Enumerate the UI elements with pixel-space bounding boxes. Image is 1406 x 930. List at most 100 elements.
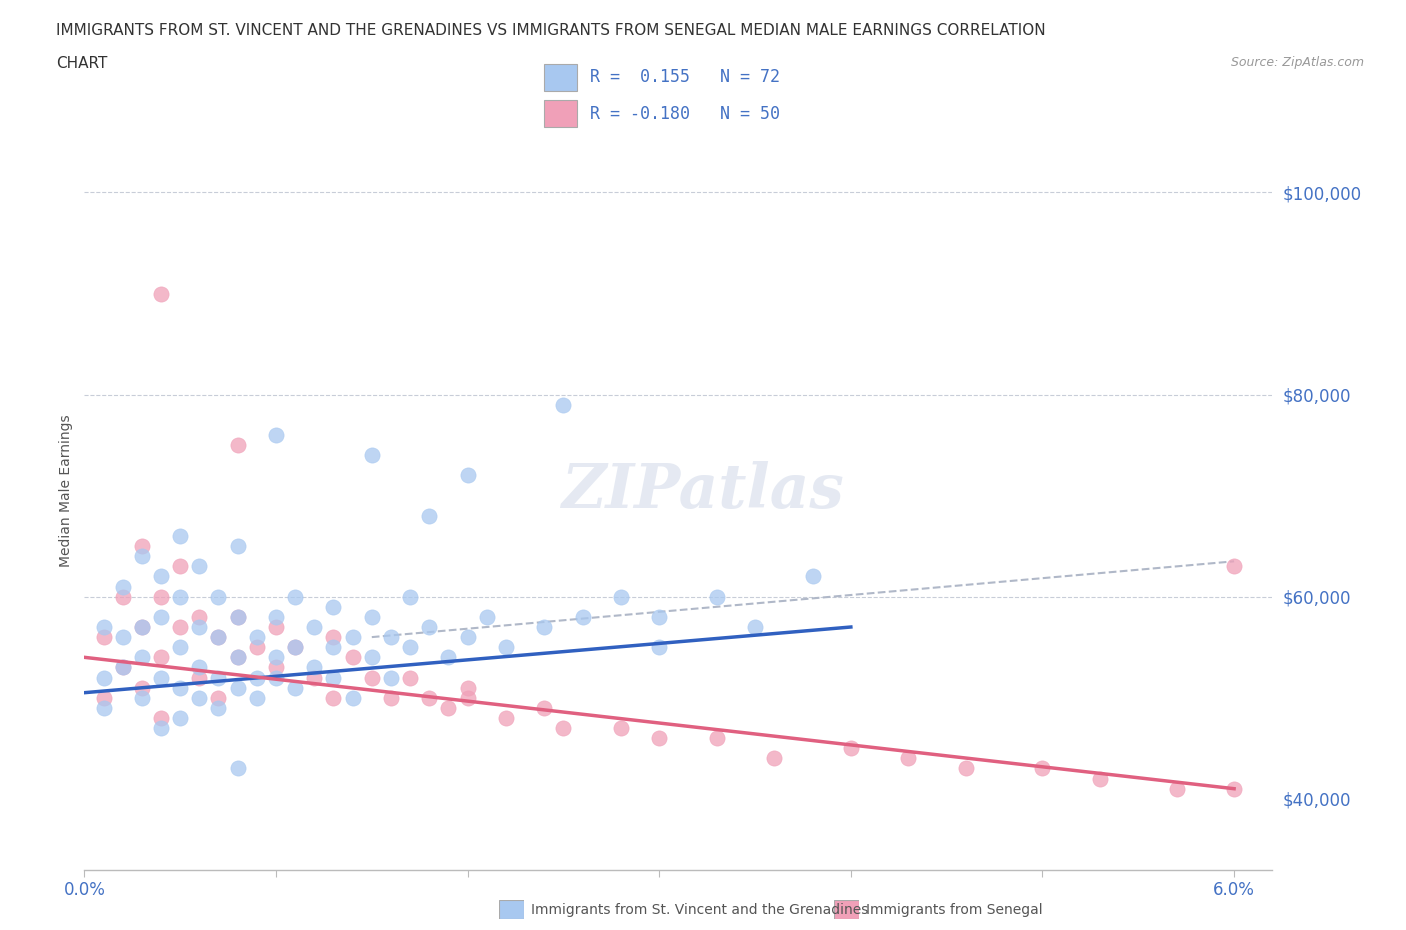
Point — [226, 761, 249, 776]
Point — [111, 660, 134, 675]
Point — [207, 630, 229, 644]
Point — [801, 569, 824, 584]
Point — [399, 671, 422, 685]
Point — [93, 700, 115, 715]
Point — [418, 509, 440, 524]
Point — [763, 751, 786, 765]
Point — [304, 619, 326, 634]
Point — [284, 640, 307, 655]
Point — [304, 671, 326, 685]
Point — [169, 528, 191, 543]
Point — [150, 711, 173, 725]
Point — [360, 609, 382, 624]
Point — [169, 590, 191, 604]
Point — [839, 741, 862, 756]
Point — [1166, 781, 1188, 796]
Point — [304, 660, 326, 675]
Point — [169, 711, 191, 725]
Point — [744, 619, 766, 634]
Point — [495, 711, 517, 725]
Point — [188, 609, 211, 624]
Point — [131, 549, 153, 564]
Point — [169, 619, 191, 634]
Point — [495, 640, 517, 655]
Text: R =  0.155   N = 72: R = 0.155 N = 72 — [591, 68, 780, 86]
Point — [207, 630, 229, 644]
Point — [457, 680, 479, 695]
Point — [1031, 761, 1053, 776]
Y-axis label: Median Male Earnings: Median Male Earnings — [59, 414, 73, 567]
Point — [226, 650, 249, 665]
Point — [207, 700, 229, 715]
Point — [437, 700, 460, 715]
Point — [131, 538, 153, 553]
Point — [111, 660, 134, 675]
Point — [150, 286, 173, 301]
Point — [111, 590, 134, 604]
Point — [418, 619, 440, 634]
Point — [897, 751, 920, 765]
Point — [264, 619, 287, 634]
Point — [553, 721, 575, 736]
Bar — [544, 64, 578, 90]
Point — [322, 599, 344, 614]
Point — [226, 650, 249, 665]
Point — [150, 569, 173, 584]
Point — [169, 640, 191, 655]
Point — [226, 609, 249, 624]
Point — [111, 579, 134, 594]
Point — [226, 538, 249, 553]
Point — [380, 671, 402, 685]
Point — [360, 447, 382, 462]
Point — [322, 640, 344, 655]
Point — [131, 619, 153, 634]
Point — [955, 761, 977, 776]
Point — [246, 690, 269, 705]
Point — [264, 650, 287, 665]
Point — [150, 721, 173, 736]
Point — [322, 671, 344, 685]
Point — [648, 640, 671, 655]
Point — [264, 609, 287, 624]
Point — [706, 590, 728, 604]
Point — [399, 640, 422, 655]
Point — [207, 690, 229, 705]
Point — [246, 671, 269, 685]
Point — [437, 650, 460, 665]
Point — [475, 609, 498, 624]
Point — [284, 640, 307, 655]
Point — [169, 559, 191, 574]
Point — [342, 630, 364, 644]
Point — [342, 690, 364, 705]
Point — [648, 609, 671, 624]
Text: IMMIGRANTS FROM ST. VINCENT AND THE GRENADINES VS IMMIGRANTS FROM SENEGAL MEDIAN: IMMIGRANTS FROM ST. VINCENT AND THE GREN… — [56, 23, 1046, 38]
Point — [284, 590, 307, 604]
Point — [111, 630, 134, 644]
Point — [322, 690, 344, 705]
Point — [399, 590, 422, 604]
Point — [457, 630, 479, 644]
Point — [264, 428, 287, 443]
Point — [1088, 771, 1111, 786]
Point — [226, 609, 249, 624]
Point — [207, 671, 229, 685]
Point — [342, 650, 364, 665]
Text: R = -0.180   N = 50: R = -0.180 N = 50 — [591, 104, 780, 123]
Point — [533, 700, 555, 715]
Point — [380, 690, 402, 705]
Point — [360, 671, 382, 685]
Point — [150, 590, 173, 604]
Text: Immigrants from Senegal: Immigrants from Senegal — [866, 902, 1043, 917]
Point — [226, 680, 249, 695]
Point — [322, 630, 344, 644]
Point — [648, 731, 671, 746]
Point — [150, 671, 173, 685]
Point — [188, 619, 211, 634]
Text: Source: ZipAtlas.com: Source: ZipAtlas.com — [1230, 56, 1364, 69]
Point — [418, 690, 440, 705]
Point — [457, 468, 479, 483]
Point — [610, 721, 633, 736]
Point — [207, 590, 229, 604]
Point — [188, 559, 211, 574]
Point — [188, 690, 211, 705]
